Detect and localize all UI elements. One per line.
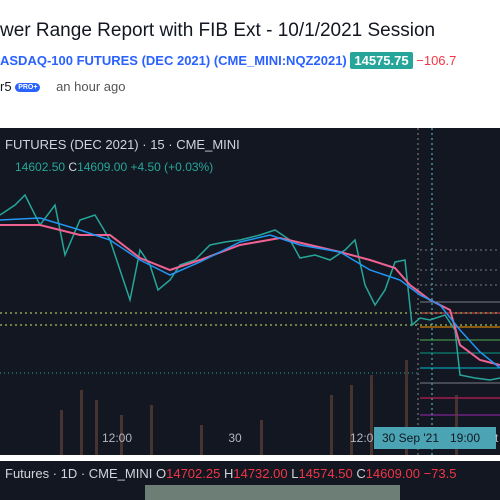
price-change: −106.7 (416, 53, 457, 68)
chart-legend-title: FUTURES (DEC 2021) · 15 · CME_MINI (5, 137, 240, 152)
legend-change: +4.50 (+0.03%) (130, 160, 213, 174)
time-ago: an hour ago (56, 79, 126, 94)
pro-badge: PRO+ (15, 83, 41, 93)
volume-bars (60, 360, 458, 455)
bottom-title: Futures · 1D · CME_MINI (5, 466, 152, 481)
ma-slow (0, 224, 500, 366)
price-badge: 14575.75 (350, 52, 413, 69)
author-line: r5 PRO+ an hour ago (0, 79, 125, 94)
x-label: t (495, 431, 499, 445)
high-label: H (224, 466, 233, 481)
ma-fast (0, 217, 500, 369)
symbol-line: ASDAQ-100 FUTURES (DEC 2021) (CME_MINI:N… (0, 52, 457, 69)
crosshair-date: 30 Sep '21 (382, 431, 439, 445)
symbol-name[interactable]: ASDAQ-100 FUTURES (DEC 2021) (0, 53, 211, 68)
x-label: 12:0 (350, 431, 374, 445)
bottom-legend: Futures · 1D · CME_MINI O14702.25 H14732… (5, 466, 456, 481)
open-label: O (156, 466, 166, 481)
low-label: L (291, 466, 298, 481)
author[interactable]: r5 (0, 79, 12, 94)
legend-close-label: C (68, 160, 77, 174)
crosshair-label-bg (374, 427, 496, 449)
idea-title: wer Range Report with FIB Ext - 10/1/202… (0, 20, 436, 41)
high: 14732.00 (233, 466, 287, 481)
crosshair-time: 19:00 (450, 431, 480, 445)
close-label: C (356, 466, 365, 481)
x-label: 12:00 (102, 431, 132, 445)
legend-high: 14602.50 (15, 160, 65, 174)
bottom-shade (145, 485, 400, 500)
open: 14702.25 (166, 466, 220, 481)
chart-bg (0, 128, 500, 455)
chart-legend-ohlc: 14602.50 C14609.00 +4.50 (+0.03%) (15, 160, 213, 174)
change: −73.5 (424, 466, 457, 481)
price-path (0, 193, 500, 381)
x-label: 30 (228, 431, 242, 445)
low: 14574.50 (298, 466, 352, 481)
symbol-code[interactable]: (CME_MINI:NQZ2021) (213, 53, 347, 68)
legend-close: 14609.00 (77, 160, 127, 174)
close: 14609.00 (366, 466, 420, 481)
